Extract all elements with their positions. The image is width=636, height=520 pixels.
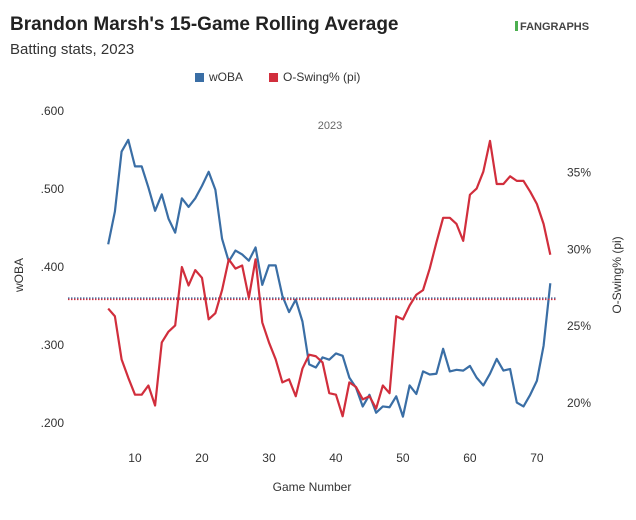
legend-label: wOBA [208,70,243,84]
x-axis-title: Game Number [273,480,352,494]
x-tick-label: 60 [463,451,477,465]
y2-tick-label: 20% [567,396,591,410]
chart-title: Brandon Marsh's 15-Game Rolling Average [10,14,399,35]
y2-tick-label: 25% [567,319,591,333]
x-tick-label: 20 [195,451,209,465]
y-tick-label: .500 [41,182,65,196]
y-tick-label: .600 [41,104,65,118]
y-tick-label: .300 [41,338,65,352]
y-axis-title: wOBA [12,258,26,293]
y-tick-label: .200 [41,416,65,430]
legend-label: O-Swing% (pi) [283,70,360,84]
x-tick-label: 30 [262,451,276,465]
x-tick-label: 40 [329,451,343,465]
series-line [107,139,552,418]
x-tick-label: 10 [128,451,142,465]
y2-tick-label: 30% [567,242,591,256]
chart-subtitle: Batting stats, 2023 [10,41,134,58]
legend-swatch [269,73,279,82]
y2-tick-label: 35% [567,165,591,179]
x-tick-label: 50 [396,451,410,465]
series-line [107,138,552,418]
y2-axis-title: O-Swing% (pi) [610,236,624,313]
y-tick-label: .400 [41,260,65,274]
annotation: 2023 [318,120,342,132]
x-tick-label: 70 [530,451,544,465]
source-logo: FANGRAPHS [520,21,589,33]
legend-swatch [195,73,204,82]
logo-icon [515,21,518,31]
